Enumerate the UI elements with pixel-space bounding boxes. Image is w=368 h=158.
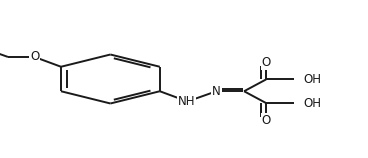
Text: O: O [262,113,271,127]
Text: OH: OH [303,73,321,86]
Text: O: O [262,56,271,69]
Text: N: N [212,85,221,98]
Text: NH: NH [177,94,195,108]
Text: O: O [30,50,39,64]
Text: OH: OH [303,97,321,110]
